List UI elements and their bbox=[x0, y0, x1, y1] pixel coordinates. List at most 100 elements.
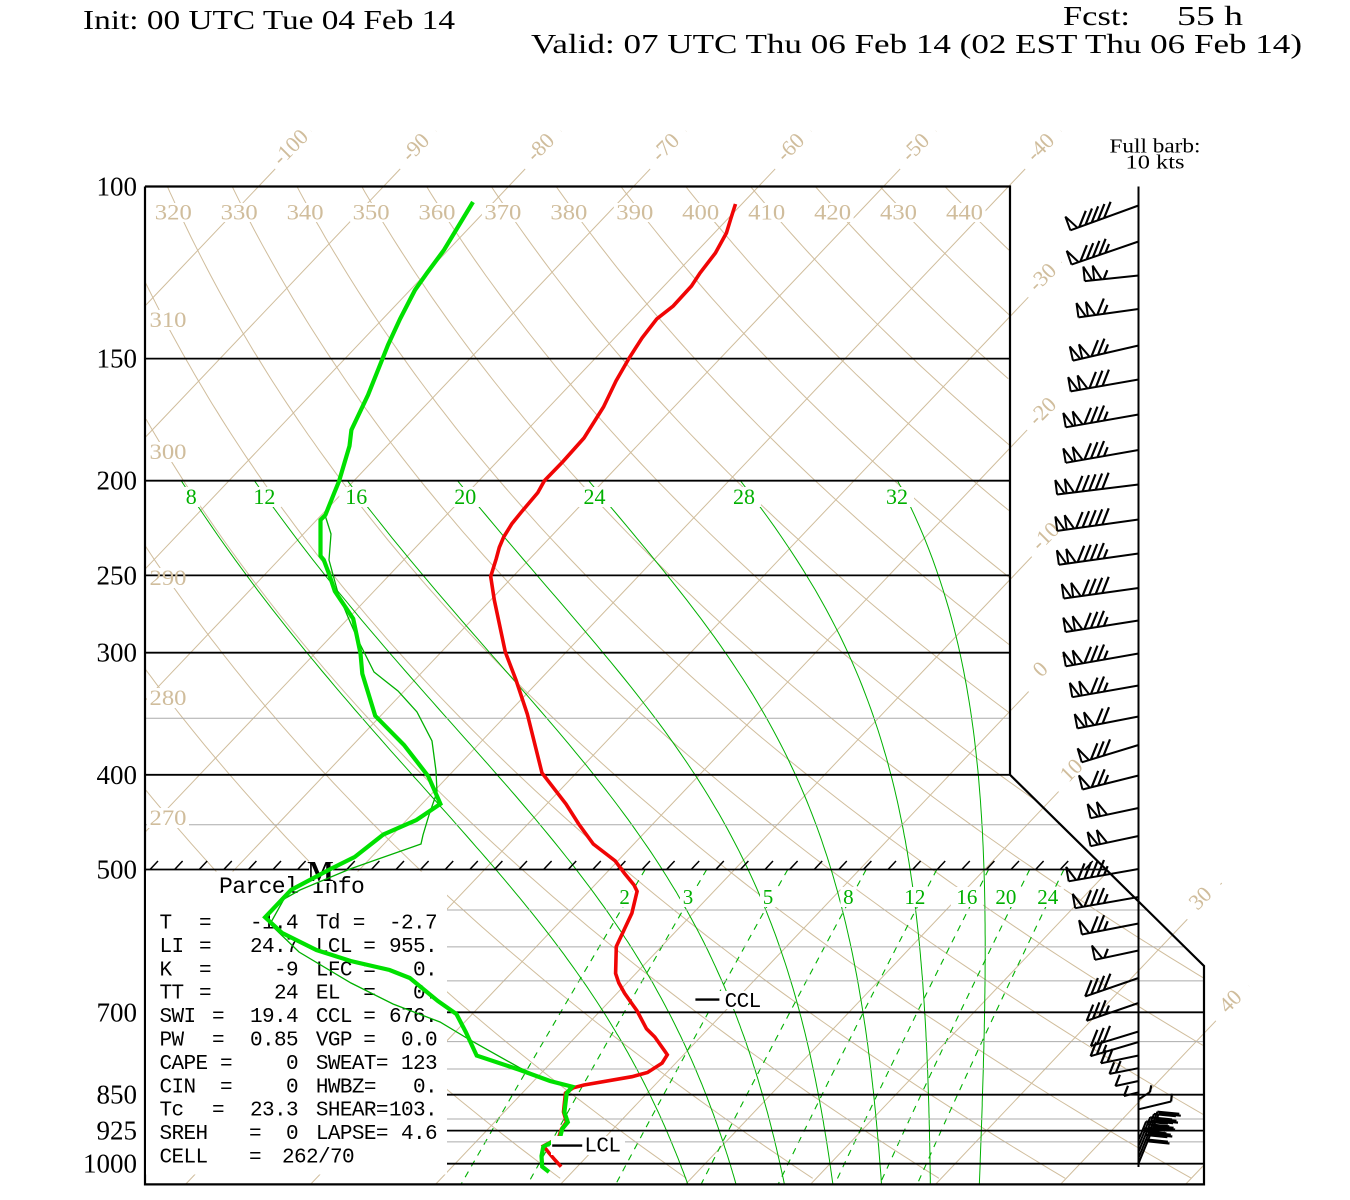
svg-text:16: 16 bbox=[956, 885, 977, 909]
svg-text:350: 350 bbox=[353, 200, 390, 225]
svg-text:LFC: LFC bbox=[316, 959, 352, 982]
svg-text:28: 28 bbox=[733, 484, 755, 509]
svg-text:K: K bbox=[160, 959, 173, 982]
svg-text:0.85: 0.85 bbox=[250, 1030, 298, 1053]
svg-text:430: 430 bbox=[880, 200, 917, 225]
svg-text:Init: 00 UTC Tue 04 Feb 14: Init: 00 UTC Tue 04 Feb 14 bbox=[83, 5, 456, 35]
svg-text:420: 420 bbox=[814, 200, 851, 225]
svg-text:LAPSE=: LAPSE= bbox=[316, 1123, 388, 1146]
svg-text:850: 850 bbox=[97, 1080, 138, 1110]
svg-text:5: 5 bbox=[763, 885, 774, 909]
svg-text:10 kts: 10 kts bbox=[1126, 153, 1185, 174]
svg-text:390: 390 bbox=[616, 200, 653, 225]
svg-text:T: T bbox=[160, 913, 172, 936]
svg-text:410: 410 bbox=[748, 200, 785, 225]
svg-text:24.7: 24.7 bbox=[250, 936, 298, 959]
svg-text:=: = bbox=[249, 1123, 261, 1146]
svg-text:Full barb:: Full barb: bbox=[1110, 137, 1201, 158]
svg-text:16: 16 bbox=[345, 484, 367, 509]
svg-text:0: 0 bbox=[286, 1053, 298, 1076]
svg-text:20: 20 bbox=[454, 484, 476, 509]
svg-text:8: 8 bbox=[843, 885, 854, 909]
svg-text:340: 340 bbox=[287, 200, 324, 225]
svg-text:32: 32 bbox=[886, 484, 908, 509]
svg-text:HWBZ=: HWBZ= bbox=[316, 1076, 376, 1099]
svg-text:2: 2 bbox=[619, 885, 630, 909]
svg-text:=: = bbox=[212, 1100, 224, 1123]
svg-text:280: 280 bbox=[150, 685, 187, 710]
svg-text:250: 250 bbox=[97, 560, 138, 590]
svg-text:-9: -9 bbox=[274, 959, 298, 982]
svg-text:Td: Td bbox=[316, 913, 340, 936]
svg-text:4.6: 4.6 bbox=[401, 1123, 437, 1146]
svg-text:20: 20 bbox=[995, 885, 1016, 909]
svg-text:=: = bbox=[199, 913, 211, 936]
svg-text:=: = bbox=[353, 913, 365, 936]
svg-text:150: 150 bbox=[97, 344, 138, 374]
svg-text:310: 310 bbox=[150, 307, 187, 332]
svg-text:270: 270 bbox=[150, 805, 187, 830]
svg-text:12: 12 bbox=[904, 885, 925, 909]
svg-text:400: 400 bbox=[682, 200, 719, 225]
svg-text:0.0: 0.0 bbox=[401, 1030, 437, 1053]
svg-text:0.: 0. bbox=[413, 983, 437, 1006]
svg-text:1000: 1000 bbox=[83, 1149, 137, 1179]
svg-text:24: 24 bbox=[274, 983, 298, 1006]
svg-text:360: 360 bbox=[419, 200, 456, 225]
svg-text:CCL: CCL bbox=[725, 991, 761, 1014]
svg-text:370: 370 bbox=[484, 200, 521, 225]
svg-text:0: 0 bbox=[286, 1123, 298, 1146]
svg-text:=: = bbox=[363, 983, 375, 1006]
svg-text:SWEAT=: SWEAT= bbox=[316, 1053, 388, 1076]
svg-text:123: 123 bbox=[401, 1053, 437, 1076]
svg-text:CAPE: CAPE bbox=[160, 1053, 208, 1076]
svg-text:12: 12 bbox=[253, 484, 275, 509]
svg-text:=: = bbox=[220, 1053, 232, 1076]
svg-text:=: = bbox=[363, 936, 375, 959]
svg-text:700: 700 bbox=[97, 997, 138, 1027]
svg-text:SWI: SWI bbox=[160, 1006, 196, 1029]
svg-text:23.3: 23.3 bbox=[250, 1100, 298, 1123]
svg-text:262/70: 262/70 bbox=[282, 1147, 354, 1170]
svg-text:3: 3 bbox=[683, 885, 694, 909]
svg-text:676.: 676. bbox=[389, 1006, 437, 1029]
svg-text:0: 0 bbox=[286, 1076, 298, 1099]
svg-text:CCL: CCL bbox=[316, 1006, 352, 1029]
svg-text:0.: 0. bbox=[413, 1076, 437, 1099]
svg-text:320: 320 bbox=[155, 200, 192, 225]
svg-text:24: 24 bbox=[1037, 885, 1059, 909]
svg-text:=: = bbox=[199, 936, 211, 959]
svg-text:=: = bbox=[212, 1006, 224, 1029]
svg-text:CIN: CIN bbox=[160, 1076, 196, 1099]
svg-text:200: 200 bbox=[97, 466, 138, 496]
svg-text:=: = bbox=[212, 1030, 224, 1053]
svg-text:19.4: 19.4 bbox=[250, 1006, 298, 1029]
svg-text:SREH: SREH bbox=[160, 1123, 208, 1146]
svg-text:925: 925 bbox=[97, 1116, 138, 1146]
svg-text:100: 100 bbox=[97, 172, 138, 202]
svg-text:-2.7: -2.7 bbox=[389, 913, 437, 936]
svg-text:=: = bbox=[363, 1030, 375, 1053]
svg-text:Valid: 07 UTC Thu 06 Feb 14 (0: Valid: 07 UTC Thu 06 Feb 14 (02 EST Thu … bbox=[531, 29, 1302, 59]
svg-text:290: 290 bbox=[150, 565, 187, 590]
svg-text:Tc: Tc bbox=[160, 1100, 184, 1123]
svg-text:=: = bbox=[199, 959, 211, 982]
svg-text:VGP: VGP bbox=[316, 1030, 352, 1053]
svg-text:0.: 0. bbox=[413, 959, 437, 982]
svg-text:300: 300 bbox=[150, 439, 187, 464]
svg-text:24: 24 bbox=[584, 484, 606, 509]
svg-text:500: 500 bbox=[97, 855, 138, 885]
svg-text:380: 380 bbox=[550, 200, 587, 225]
svg-text:440: 440 bbox=[946, 200, 983, 225]
svg-text:=: = bbox=[220, 1076, 232, 1099]
svg-text:TT: TT bbox=[160, 983, 184, 1006]
svg-text:SHEAR=: SHEAR= bbox=[316, 1100, 388, 1123]
svg-text:EL: EL bbox=[316, 983, 340, 1006]
svg-text:400: 400 bbox=[97, 760, 138, 790]
svg-text:CELL: CELL bbox=[160, 1147, 208, 1170]
svg-text:Fcst:: Fcst: bbox=[1063, 1, 1130, 31]
svg-text:LI: LI bbox=[160, 936, 184, 959]
svg-text:=: = bbox=[199, 983, 211, 1006]
svg-text:330: 330 bbox=[221, 200, 258, 225]
svg-text:Parcel Info: Parcel Info bbox=[219, 874, 364, 900]
